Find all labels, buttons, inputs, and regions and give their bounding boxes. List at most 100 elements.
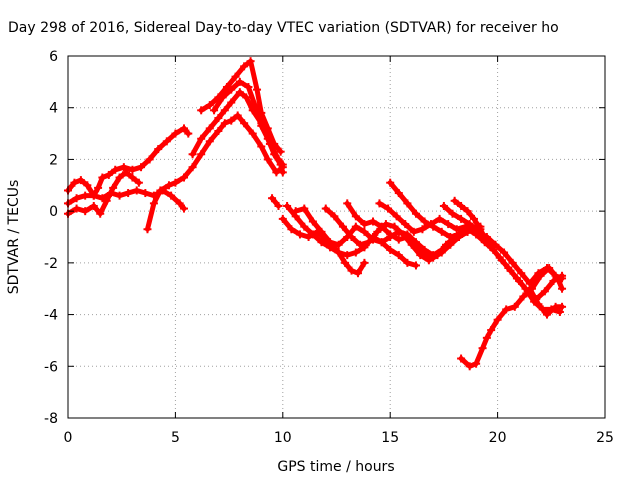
data-point xyxy=(394,251,403,260)
data-point xyxy=(121,168,130,177)
data-point xyxy=(465,220,474,229)
data-point xyxy=(326,238,335,247)
data-point xyxy=(278,168,287,177)
data-point xyxy=(341,258,350,267)
data-point xyxy=(416,251,425,260)
data-point xyxy=(377,238,386,247)
data-point xyxy=(411,209,420,218)
data-point xyxy=(482,238,491,247)
data-point xyxy=(444,220,453,229)
data-point xyxy=(248,129,257,138)
data-point xyxy=(98,194,107,203)
data-point xyxy=(364,238,373,247)
data-point xyxy=(164,181,173,190)
data-point xyxy=(154,145,163,154)
data-point xyxy=(137,163,146,172)
data-point xyxy=(543,310,552,319)
data-point xyxy=(317,238,326,247)
data-point xyxy=(373,227,382,236)
data-point xyxy=(510,302,519,311)
data-point xyxy=(351,212,360,221)
data-point xyxy=(308,217,317,226)
data-point xyxy=(89,191,98,200)
data-point xyxy=(476,225,485,234)
data-point xyxy=(351,222,360,231)
data-point xyxy=(478,344,487,353)
data-point xyxy=(233,111,242,120)
data-point xyxy=(457,201,466,210)
data-point xyxy=(515,276,524,285)
data-point xyxy=(394,235,403,244)
data-point xyxy=(98,173,107,182)
data-point xyxy=(304,233,313,241)
data-point xyxy=(450,196,459,205)
y-tick-label: -4 xyxy=(44,308,58,324)
data-point xyxy=(276,147,285,156)
data-point xyxy=(145,155,154,164)
data-point xyxy=(94,183,103,192)
y-tick-label: -6 xyxy=(44,359,58,375)
data-point xyxy=(435,214,444,223)
data-traces xyxy=(64,57,567,371)
data-point xyxy=(409,227,418,236)
data-point xyxy=(487,326,496,335)
data-point xyxy=(394,189,403,198)
y-tick-label: 0 xyxy=(49,204,58,220)
data-point xyxy=(72,194,81,203)
data-point xyxy=(347,233,356,241)
y-tick-label: 6 xyxy=(49,49,58,65)
data-point xyxy=(171,129,180,138)
data-point xyxy=(179,204,188,213)
data-point xyxy=(167,191,176,200)
data-point xyxy=(553,274,562,283)
data-point xyxy=(308,230,317,239)
data-point xyxy=(263,134,272,143)
data-point xyxy=(519,292,528,301)
data-point xyxy=(429,222,438,231)
data-point xyxy=(227,98,236,107)
data-point xyxy=(210,106,219,115)
x-tick-label: 0 xyxy=(64,430,73,446)
data-point xyxy=(287,225,296,234)
data-point xyxy=(89,201,98,210)
data-point xyxy=(446,233,455,241)
data-point xyxy=(222,83,231,92)
data-point xyxy=(469,214,478,223)
axis-ticks: 0 5 10 15 20 25 -8 -6 -4 -2 0 2 4 6 xyxy=(44,49,614,446)
data-point xyxy=(257,142,266,151)
data-point xyxy=(171,178,180,187)
y-axis-label: SDTVAR / TECUs xyxy=(6,180,22,295)
data-point xyxy=(197,150,206,159)
data-point xyxy=(242,93,251,102)
data-point xyxy=(353,269,362,278)
data-point xyxy=(274,201,283,210)
data-point xyxy=(321,204,330,213)
data-point xyxy=(555,307,564,316)
data-point xyxy=(257,121,266,130)
data-point xyxy=(220,119,229,128)
data-point xyxy=(231,72,240,81)
data-point xyxy=(437,227,446,236)
data-series-10 xyxy=(284,203,419,268)
data-point xyxy=(104,170,113,179)
data-point xyxy=(179,173,188,182)
data-point xyxy=(377,222,386,231)
data-point xyxy=(517,269,526,278)
data-point xyxy=(545,264,554,273)
chart-title: Day 298 of 2016, Sidereal Day-to-day VTE… xyxy=(8,20,559,36)
data-point xyxy=(482,333,491,342)
data-point xyxy=(502,305,511,314)
data-point xyxy=(540,287,549,296)
y-tick-label: 2 xyxy=(49,152,58,168)
data-point xyxy=(418,225,427,234)
x-tick-label: 15 xyxy=(381,430,399,446)
data-point xyxy=(420,217,429,226)
data-point xyxy=(156,186,165,195)
data-point xyxy=(401,220,410,229)
data-point xyxy=(128,165,137,174)
data-point xyxy=(347,266,356,275)
x-axis-label: GPS time / hours xyxy=(277,459,394,475)
data-point xyxy=(463,207,472,216)
data-point xyxy=(439,201,448,210)
